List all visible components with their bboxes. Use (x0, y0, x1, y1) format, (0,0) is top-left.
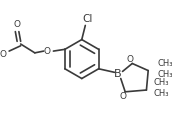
Text: O: O (127, 55, 134, 64)
Text: CH₃: CH₃ (154, 89, 169, 98)
Text: CH₃: CH₃ (157, 59, 172, 68)
Text: CH₃: CH₃ (157, 70, 172, 79)
Text: O: O (120, 92, 127, 101)
Text: O: O (44, 47, 51, 56)
Text: O: O (0, 50, 6, 59)
Text: CH₃: CH₃ (154, 78, 169, 87)
Text: O: O (14, 20, 21, 29)
Text: Cl: Cl (82, 14, 92, 24)
Text: B: B (114, 69, 122, 79)
